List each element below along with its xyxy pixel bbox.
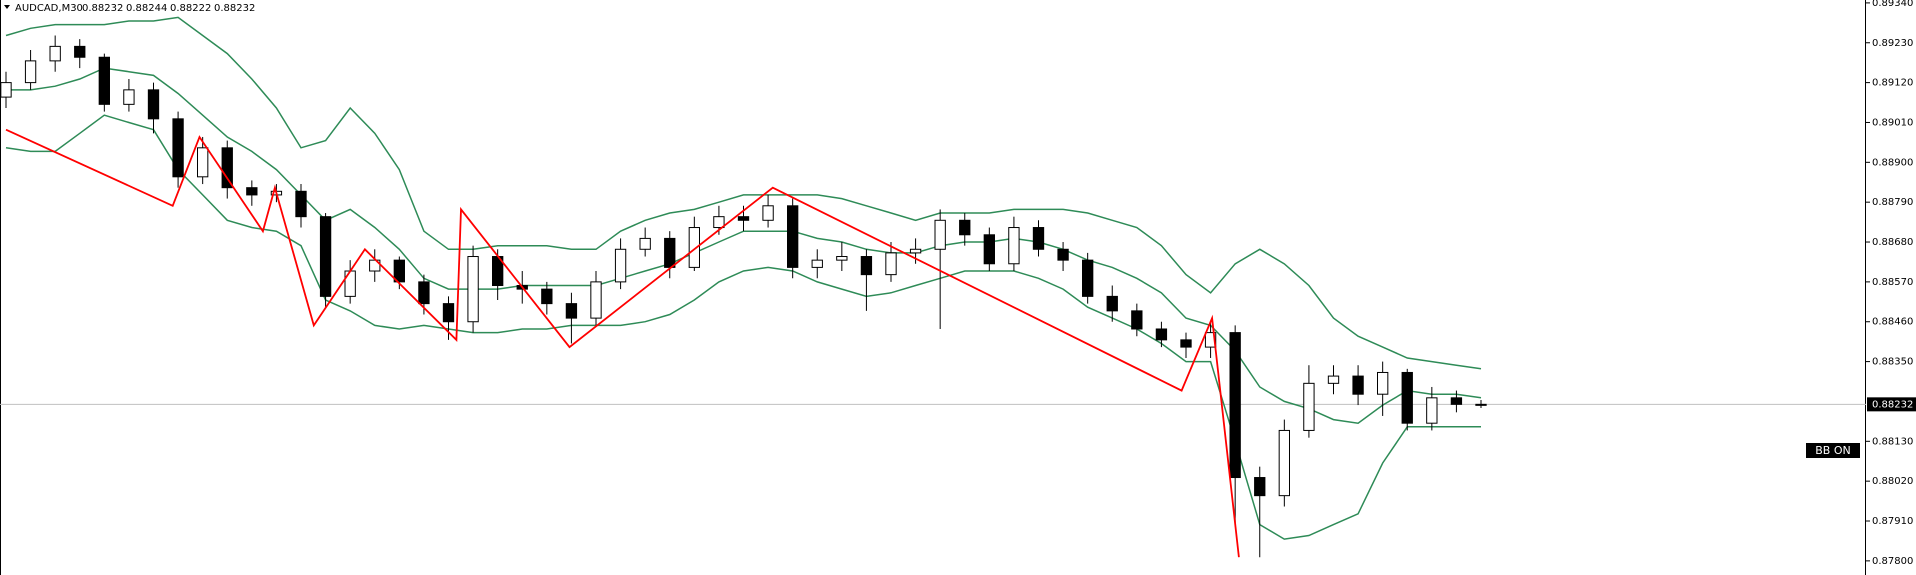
candle-body [614, 248, 627, 283]
candle-body [983, 234, 995, 265]
candle-body [49, 45, 61, 62]
candle-body [565, 303, 578, 319]
y-tick-label: 0.88020 [1872, 476, 1913, 487]
candle-body [172, 118, 184, 178]
candle-body [1106, 295, 1118, 312]
header-high: 0.88244 [126, 3, 167, 14]
candle-body [1327, 375, 1340, 384]
y-tick-label: 0.88570 [1872, 277, 1913, 288]
candle-body [737, 216, 750, 221]
candle-body [1082, 259, 1094, 297]
candle-body [442, 303, 455, 323]
candle-body [959, 219, 971, 236]
plot-area [0, 16, 1866, 558]
candle-body [762, 205, 774, 221]
current-price-box [1867, 397, 1916, 412]
header-low: 0.88222 [170, 3, 211, 14]
candle-body [639, 237, 651, 250]
candle-body [1475, 403, 1487, 406]
candle-body [1057, 248, 1069, 261]
candle-body [467, 256, 479, 323]
candle-body [860, 256, 873, 276]
candle-body [221, 147, 233, 189]
candle-body [98, 56, 110, 105]
candle-body [1352, 375, 1364, 395]
y-tick-label: 0.88790 [1872, 197, 1913, 208]
candle-body [393, 259, 405, 283]
candle-body [123, 89, 135, 105]
header-arrow [4, 5, 10, 9]
header-close: 0.88232 [214, 3, 255, 14]
candle-body [664, 237, 676, 268]
candle-body [934, 219, 946, 250]
candle-body [590, 281, 602, 319]
candle-body [147, 89, 160, 120]
candle-body [1180, 339, 1192, 348]
candle-body [246, 187, 258, 196]
candle-body [418, 281, 430, 305]
candle-body [1229, 332, 1241, 479]
candle-body [0, 82, 12, 98]
candle-body [1450, 397, 1463, 405]
candle-body [24, 60, 37, 84]
band-line [5, 16, 1482, 370]
current-price-label: 0.88232 [1872, 399, 1913, 410]
candle-body [836, 256, 848, 261]
symbol-label: AUDCAD,M30 [15, 3, 83, 14]
candle-body [811, 259, 823, 268]
candle-body [1254, 477, 1266, 497]
candle-body [688, 227, 700, 268]
candle-body [1401, 371, 1413, 424]
candle-body [1278, 429, 1290, 497]
candle-body [1131, 310, 1143, 330]
indicator-box [1806, 443, 1860, 458]
y-tick-label: 0.89340 [1872, 0, 1913, 9]
y-tick-label: 0.89230 [1872, 38, 1913, 49]
candle-body [197, 147, 209, 178]
candle-body [1426, 397, 1438, 424]
candle-body [1377, 371, 1389, 395]
indicator-label: BB ON [1815, 444, 1850, 457]
candle-body [787, 205, 799, 268]
y-tick-label: 0.88130 [1872, 436, 1913, 447]
candle-body [295, 190, 307, 218]
candle-body [1204, 332, 1217, 348]
candle-body [319, 216, 332, 297]
zigzag-line [5, 128, 1240, 558]
candle-body [885, 252, 897, 276]
y-tick-label: 0.88460 [1872, 317, 1913, 328]
candle-body [1032, 227, 1045, 250]
candle-body [344, 270, 356, 297]
candle-body [909, 248, 922, 254]
y-tick-label: 0.88900 [1872, 157, 1913, 168]
candle-body [1303, 382, 1315, 431]
header-open: 0.88232 [82, 3, 123, 14]
y-tick-label: 0.88680 [1872, 237, 1913, 248]
y-tick-label: 0.87800 [1872, 556, 1913, 567]
candle-body [74, 45, 86, 58]
candle-body [1008, 227, 1020, 265]
candle-body [541, 288, 553, 305]
y-tick-label: 0.89010 [1872, 117, 1913, 128]
candle-body [713, 216, 725, 229]
y-tick-label: 0.88350 [1872, 357, 1913, 368]
y-tick-label: 0.87910 [1872, 516, 1913, 527]
y-tick-label: 0.89120 [1872, 78, 1913, 89]
candle-body [1155, 328, 1168, 341]
